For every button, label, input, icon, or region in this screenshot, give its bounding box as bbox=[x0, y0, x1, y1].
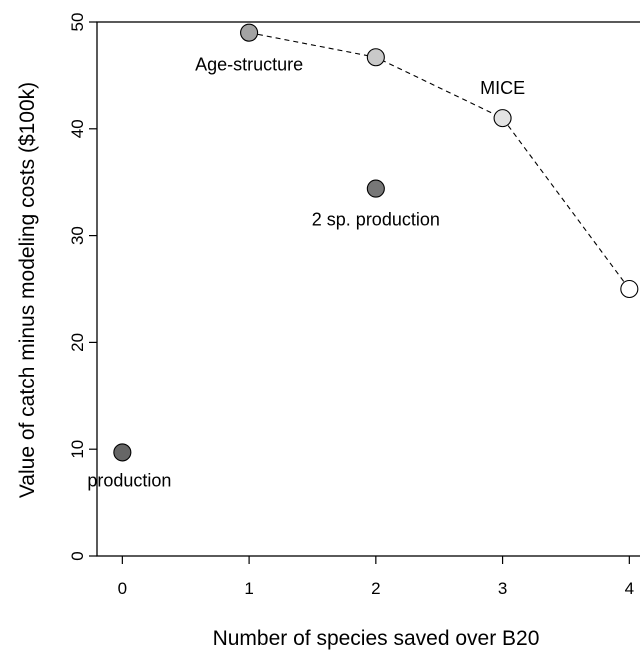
y-axis: 0 10 20 30 40 50 bbox=[68, 13, 97, 561]
data-point bbox=[366, 179, 385, 198]
x-axis-title: Number of species saved over B20 bbox=[213, 627, 540, 650]
x-tick-label: 0 bbox=[118, 579, 127, 598]
data-point bbox=[620, 279, 639, 299]
y-axis-title: Value of catch minus modeling costs ($10… bbox=[16, 82, 39, 498]
data-point bbox=[366, 48, 385, 67]
x-tick-label: 3 bbox=[498, 579, 507, 598]
data-point bbox=[493, 109, 512, 128]
y-tick-label: 50 bbox=[68, 13, 87, 32]
point-label: Age-structure bbox=[195, 55, 303, 75]
x-tick-label: 4 bbox=[625, 579, 634, 598]
point-label: production bbox=[87, 470, 171, 490]
point-label: MICE bbox=[480, 78, 525, 98]
plot-frame bbox=[96, 21, 640, 557]
y-tick-label: 10 bbox=[68, 440, 87, 459]
frontier-dashed-line bbox=[248, 32, 630, 290]
y-tick-label: 30 bbox=[68, 226, 87, 245]
data-points bbox=[113, 23, 639, 462]
x-tick-label: 2 bbox=[371, 579, 380, 598]
data-point bbox=[113, 443, 132, 462]
y-tick-label: 20 bbox=[68, 333, 87, 352]
point-label: 2 sp. production bbox=[312, 210, 440, 230]
y-tick-label: 0 bbox=[68, 551, 87, 560]
x-tick-label: 1 bbox=[244, 579, 253, 598]
x-axis: 0 1 2 3 4 bbox=[118, 556, 634, 598]
point-labels: production Age-structure 2 sp. production M… bbox=[87, 55, 525, 491]
data-point bbox=[240, 23, 259, 42]
y-tick-label: 40 bbox=[68, 119, 87, 138]
